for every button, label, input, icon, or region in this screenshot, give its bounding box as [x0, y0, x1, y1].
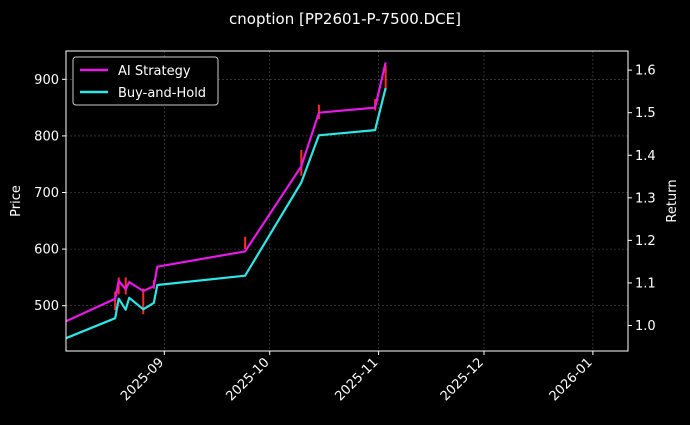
y2-tick-label: 1.1: [635, 276, 656, 291]
y-tick-label: 700: [34, 186, 59, 201]
y2-tick-label: 1.6: [635, 64, 656, 79]
y-axis-label: Price: [9, 185, 24, 217]
y2-axis-label: Return: [665, 179, 680, 222]
chart-title: cnoption [PP2601-P-7500.DCE]: [229, 10, 461, 28]
y-tick-label: 500: [34, 299, 59, 314]
grid: [66, 51, 628, 351]
legend-label-ai-strategy: AI Strategy: [118, 64, 191, 79]
series-line-buy-and-hold: [65, 87, 387, 340]
y2-tick-label: 1.3: [635, 191, 656, 206]
y-tick-label: 600: [34, 243, 59, 258]
y2-tick-label: 1.0: [635, 319, 656, 334]
legend-box: [72, 56, 219, 106]
y-tick-label: 900: [34, 73, 59, 88]
series-lines: [65, 62, 387, 340]
plot-frame: [65, 50, 629, 352]
series-line-ai-strategy: [65, 62, 387, 323]
y2-tick-label: 1.5: [635, 106, 656, 121]
legend: AI Strategy Buy-and-Hold: [72, 56, 219, 106]
y2-tick-label: 1.2: [635, 234, 656, 249]
legend-label-buy-and-hold: Buy-and-Hold: [118, 86, 206, 101]
y2-tick-label: 1.4: [635, 149, 656, 164]
y-tick-label: 800: [34, 129, 59, 144]
